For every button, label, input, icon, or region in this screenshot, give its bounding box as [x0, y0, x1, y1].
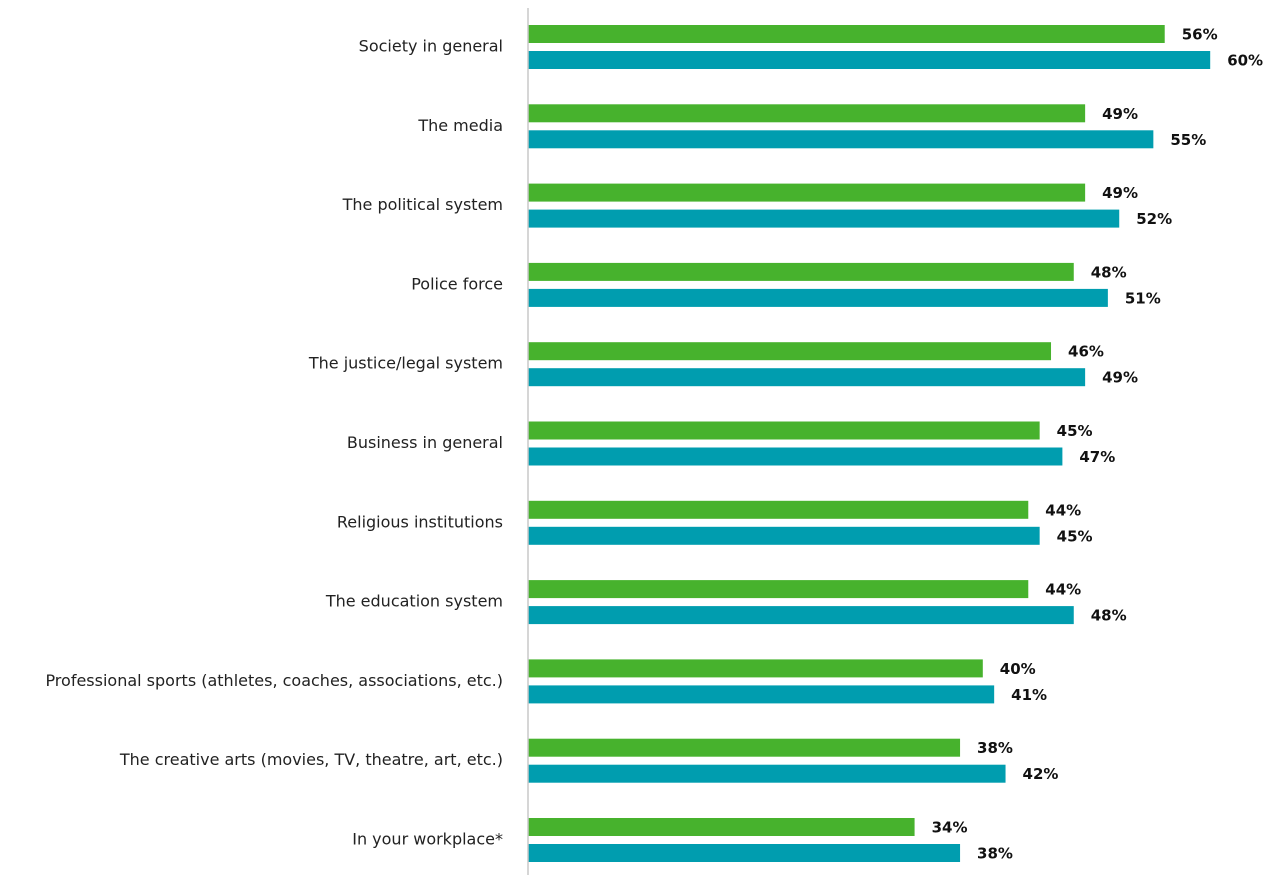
value-label: 38%: [977, 845, 1013, 863]
bar-series-2: [528, 685, 995, 704]
labels-group: Society in general 56% 60% The media 49% 55% T…: [45, 26, 1263, 863]
value-label: 48%: [1091, 263, 1127, 281]
value-label: 55%: [1170, 131, 1206, 149]
bar-series-1: [528, 738, 961, 757]
category-label: In your workplace*: [352, 830, 503, 849]
bars-group: [528, 25, 1211, 862]
category-label: Society in general: [359, 37, 503, 56]
category-label: The media: [417, 116, 503, 135]
bar-series-1: [528, 342, 1052, 361]
value-label: 42%: [1023, 765, 1059, 783]
bar-series-2: [528, 51, 1211, 69]
value-label: 34%: [932, 819, 968, 837]
value-label: 46%: [1068, 343, 1104, 361]
bar-series-1: [528, 25, 1165, 43]
bar-series-2: [528, 844, 961, 862]
bar-series-2: [528, 368, 1086, 387]
value-label: 48%: [1091, 607, 1127, 625]
value-label: 38%: [977, 739, 1013, 757]
bar-series-1: [528, 818, 915, 836]
value-label: 44%: [1045, 581, 1081, 599]
value-label: 47%: [1079, 448, 1115, 466]
value-label: 44%: [1045, 501, 1081, 519]
value-label: 49%: [1102, 369, 1138, 387]
value-label: 60%: [1227, 52, 1263, 70]
bar-series-1: [528, 580, 1029, 599]
value-label: 40%: [1000, 660, 1036, 678]
bar-series-2: [528, 447, 1063, 466]
bar-series-2: [528, 606, 1074, 625]
bar-series-2: [528, 526, 1040, 545]
value-label: 41%: [1011, 686, 1047, 704]
category-label: Police force: [411, 274, 503, 293]
bar-series-1: [528, 104, 1086, 123]
value-label: 49%: [1102, 184, 1138, 202]
value-label: 56%: [1182, 26, 1218, 44]
bar-series-1: [528, 500, 1029, 519]
category-label: The education system: [325, 592, 503, 611]
bar-series-2: [528, 764, 1006, 783]
category-label: The justice/legal system: [308, 354, 503, 373]
bar-series-1: [528, 659, 983, 678]
value-label: 45%: [1057, 422, 1093, 440]
bar-series-1: [528, 183, 1086, 202]
category-label: Religious institutions: [337, 512, 503, 531]
bar-series-1: [528, 421, 1040, 440]
value-label: 45%: [1057, 527, 1093, 545]
bar-series-2: [528, 288, 1108, 307]
category-label: Business in general: [347, 433, 503, 452]
category-label: Professional sports (athletes, coaches, …: [45, 671, 503, 690]
category-label: The creative arts (movies, TV, theatre, …: [119, 750, 503, 769]
bar-series-1: [528, 262, 1074, 281]
value-label: 49%: [1102, 105, 1138, 123]
value-label: 51%: [1125, 289, 1161, 307]
category-label: The political system: [342, 195, 503, 214]
bar-series-2: [528, 130, 1154, 149]
bar-series-2: [528, 209, 1120, 228]
value-label: 52%: [1136, 210, 1172, 228]
